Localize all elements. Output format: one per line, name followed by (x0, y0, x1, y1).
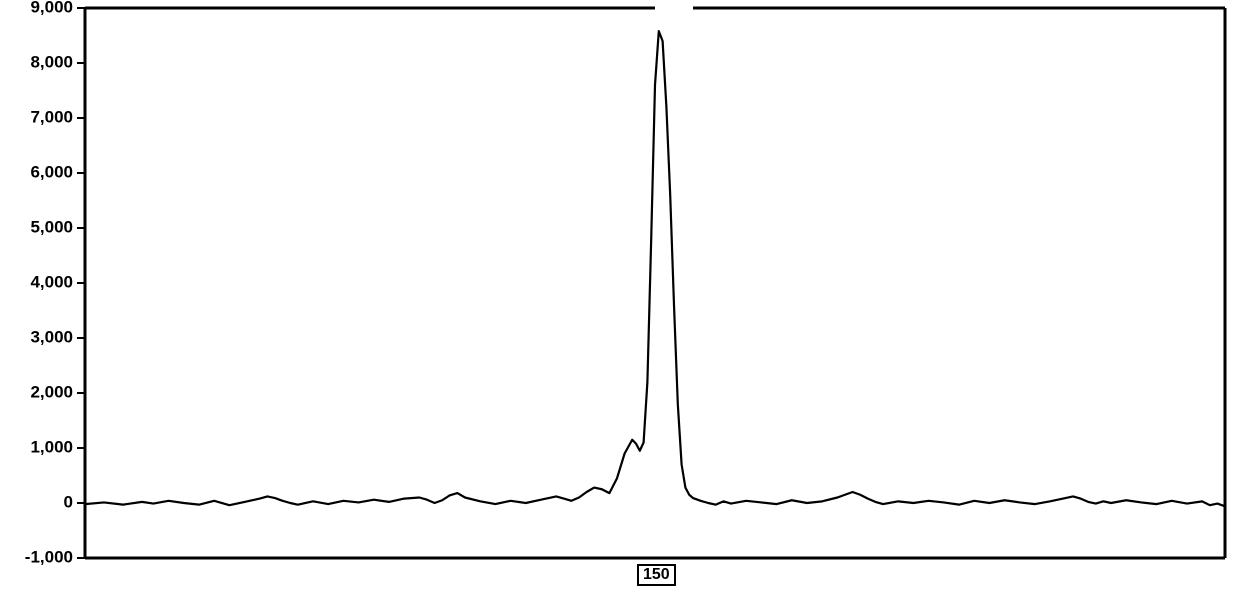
y-tick-label: 5,000 (30, 217, 73, 236)
y-tick-label: 7,000 (30, 107, 73, 126)
trace-line (85, 31, 1225, 506)
y-tick-label: 9,000 (30, 0, 73, 16)
y-tick-label: 1,000 (30, 437, 73, 456)
y-tick-label: -1,000 (25, 547, 73, 566)
y-tick-label: 6,000 (30, 162, 73, 181)
y-tick-label: 8,000 (30, 52, 73, 71)
y-tick-label: 3,000 (30, 327, 73, 346)
chromatogram-chart: -1,000 0 1,000 2,000 3,000 4,000 5,000 6,000 7,0… (0, 0, 1240, 597)
x-axis-badge: 150 (637, 564, 676, 586)
y-tick-label: 0 (64, 492, 73, 511)
chart-svg: -1,000 0 1,000 2,000 3,000 4,000 5,000 6,000 7,0… (0, 0, 1240, 597)
y-tick-label: 2,000 (30, 382, 73, 401)
y-tick-label: 4,000 (30, 272, 73, 291)
